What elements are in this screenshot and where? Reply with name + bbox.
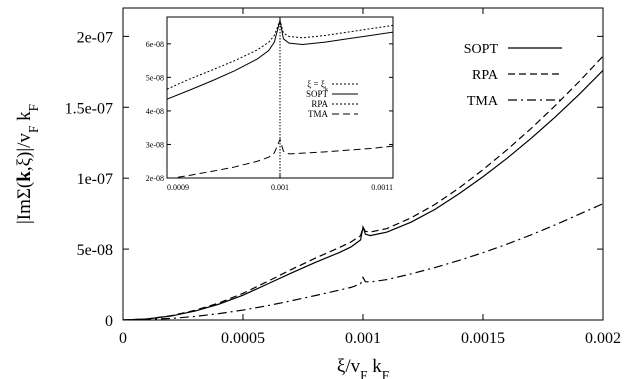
inset-x-tick-label: 0.0011 — [371, 183, 393, 192]
y-tick-label: 0 — [105, 313, 113, 330]
inset-plot: 0.0009 0.001 0.0011 2e-08 3e-08 4e-08 5e-08 6e-… — [146, 16, 394, 192]
inset-legend-label-vline: ξ = ξk — [307, 79, 329, 93]
series-line-rpa — [123, 55, 603, 320]
inset-series-line-tma — [170, 137, 393, 178]
inset-plot-frame — [166, 16, 394, 179]
y-tick-label: 5e-08 — [77, 242, 113, 259]
inset-series-line-rpa — [167, 18, 393, 90]
x-tick-label: 0 — [119, 330, 127, 347]
series-line-tma — [123, 203, 603, 320]
inset-x-tick-label: 0.0009 — [167, 183, 189, 192]
inset-y-tick-label: 3e-08 — [146, 140, 164, 149]
x-tick-label: 0.001 — [345, 330, 381, 347]
main-plot: 0 0.0005 0.001 0.0015 0.002 0 5e-08 1e-07 1.5e-0… — [14, 7, 621, 379]
x-tick-label: 0.002 — [585, 330, 621, 347]
x-tick-label: 0.0005 — [221, 330, 265, 347]
inset-legend-label-sopt: SOPT — [306, 89, 329, 99]
x-axis-label: ξ/vF kF — [337, 356, 389, 379]
y-axis-label: |ImΣ(k,ξ)|/vF kF — [14, 104, 41, 224]
inset-y-tick-label: 6e-08 — [146, 40, 164, 49]
x-tick-label: 0.0015 — [461, 330, 505, 347]
legend-label-rpa: RPA — [472, 68, 499, 83]
y-tick-label: 1e-07 — [77, 171, 113, 188]
inset-legend-label-tma: TMA — [308, 109, 329, 119]
inset-y-tick-label: 5e-08 — [146, 73, 164, 82]
legend-label-sopt: SOPT — [464, 42, 499, 57]
inset-y-tick-label: 2e-08 — [146, 174, 164, 183]
y-tick-label: 2e-07 — [77, 29, 113, 46]
series-line-sopt — [123, 69, 603, 320]
inset-x-tick-label: 0.001 — [271, 183, 289, 192]
legend-label-tma: TMA — [467, 94, 499, 109]
inset-legend-label-rpa: RPA — [311, 99, 328, 109]
inset-y-tick-label: 4e-08 — [146, 107, 164, 116]
y-tick-label: 1.5e-07 — [65, 100, 113, 117]
